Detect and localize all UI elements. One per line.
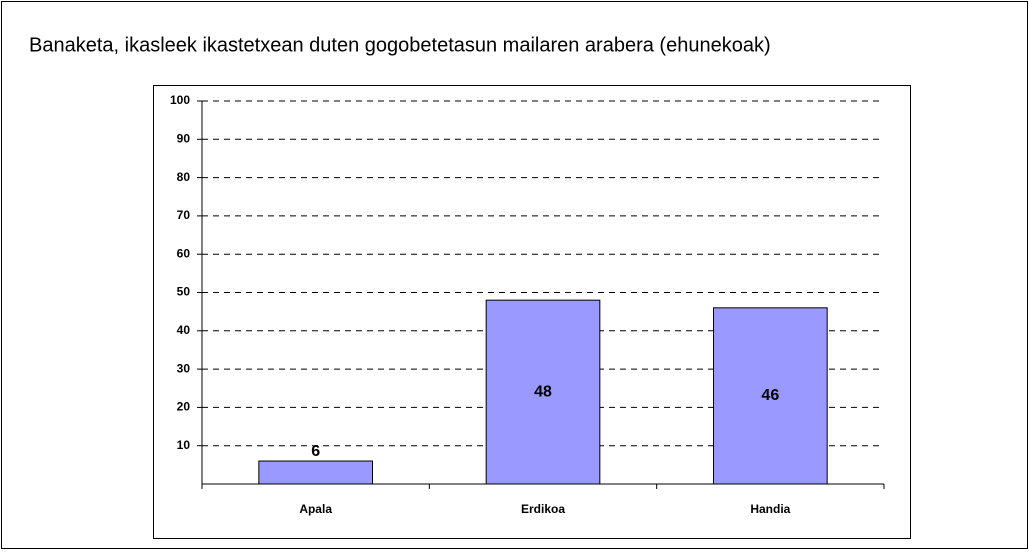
y-tick-label: 80 [177, 170, 191, 184]
y-tick-label: 20 [177, 400, 191, 414]
x-tick-label: Handia [750, 502, 790, 516]
value-label: 46 [761, 387, 779, 404]
x-tick-label: Erdikoa [521, 502, 565, 516]
bar [258, 460, 374, 485]
y-tick-label: 100 [170, 93, 190, 107]
chart-title: Banaketa, ikasleek ikastetxean duten gog… [29, 34, 771, 56]
y-tick-label: 50 [177, 285, 191, 299]
bar [485, 299, 601, 485]
y-tick-label: 70 [177, 208, 191, 222]
value-label: 6 [311, 443, 320, 460]
value-label: 48 [534, 383, 552, 400]
y-tick-label: 60 [177, 246, 191, 260]
y-tick-label: 10 [177, 438, 191, 452]
y-tick-label: 90 [177, 131, 191, 145]
bar [713, 307, 828, 485]
x-tick-label: Apala [299, 502, 332, 516]
y-tick-label: 30 [177, 361, 191, 375]
y-tick-label: 40 [177, 323, 191, 337]
